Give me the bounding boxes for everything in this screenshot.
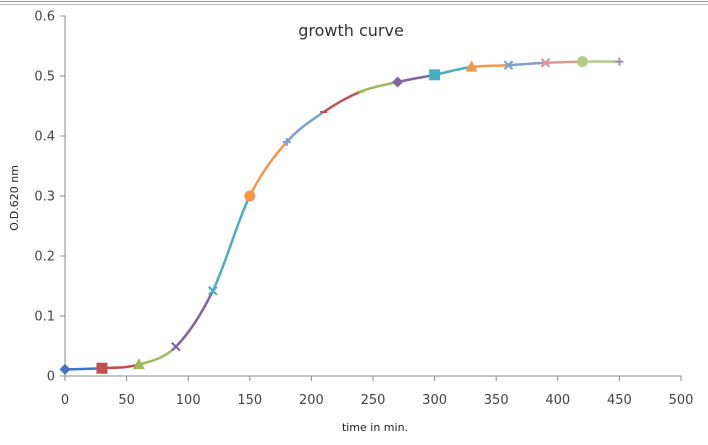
data-point-circle — [576, 56, 588, 68]
y-tick-label: 0.6 — [34, 10, 55, 25]
data-point-plus — [282, 138, 291, 146]
curve-segment — [248, 140, 289, 198]
data-point-x — [208, 286, 218, 296]
data-point-triangle — [132, 358, 145, 370]
data-point-diamond — [392, 76, 404, 88]
data-point-diamond — [59, 363, 71, 375]
x-tick-label: 350 — [484, 393, 509, 408]
x-tick-label: 100 — [176, 393, 201, 408]
y-tick-label: 0.1 — [34, 310, 55, 325]
curve-segment — [174, 289, 215, 348]
x-tick-label: 500 — [669, 393, 694, 408]
y-axis-title: O.D.620 nm — [8, 165, 21, 231]
y-tick-label: 0.5 — [34, 70, 55, 85]
curve-segment — [211, 194, 252, 293]
axes-group: 0 50 100 150 200 250 300 350 400 450 500 0 0.1 0.2 0.3… — [34, 10, 693, 409]
y-tick-label: 0.2 — [34, 250, 55, 265]
x-tick-label: 50 — [118, 393, 135, 408]
markers-group — [59, 56, 624, 375]
x-tick-label: 0 — [61, 393, 69, 408]
data-point-circle — [244, 190, 256, 202]
series-group — [63, 60, 621, 371]
data-point-square — [429, 69, 441, 81]
curve-segment — [359, 80, 399, 93]
x-axis-title: time in min. — [342, 421, 408, 434]
x-tick-label: 150 — [237, 393, 262, 408]
y-tick-label: 0.4 — [34, 130, 55, 145]
curve-segment — [100, 363, 141, 370]
x-tick-label: 300 — [422, 393, 447, 408]
data-point-x — [540, 58, 551, 68]
curve-segment — [507, 61, 547, 67]
curve-segment — [137, 345, 178, 366]
chart-title: growth curve — [298, 21, 404, 40]
data-point-triangle — [465, 60, 478, 72]
curve-segment — [544, 60, 584, 65]
y-tick-label: 0 — [47, 370, 55, 385]
curve-segment — [470, 63, 510, 69]
x-tick-label: 250 — [361, 393, 386, 408]
curve-segment — [396, 73, 436, 84]
y-tick-label: 0.3 — [34, 190, 55, 205]
data-point-x — [503, 60, 514, 70]
curve-segment — [285, 110, 325, 144]
x-tick-label: 450 — [607, 393, 632, 408]
curve-segment — [322, 90, 362, 114]
data-point-plus — [615, 57, 624, 66]
x-tick-label: 400 — [545, 393, 570, 408]
x-tick-label: 200 — [299, 393, 324, 408]
data-point-square — [96, 362, 108, 374]
data-point-x — [171, 341, 181, 352]
curve-segment — [63, 366, 104, 371]
